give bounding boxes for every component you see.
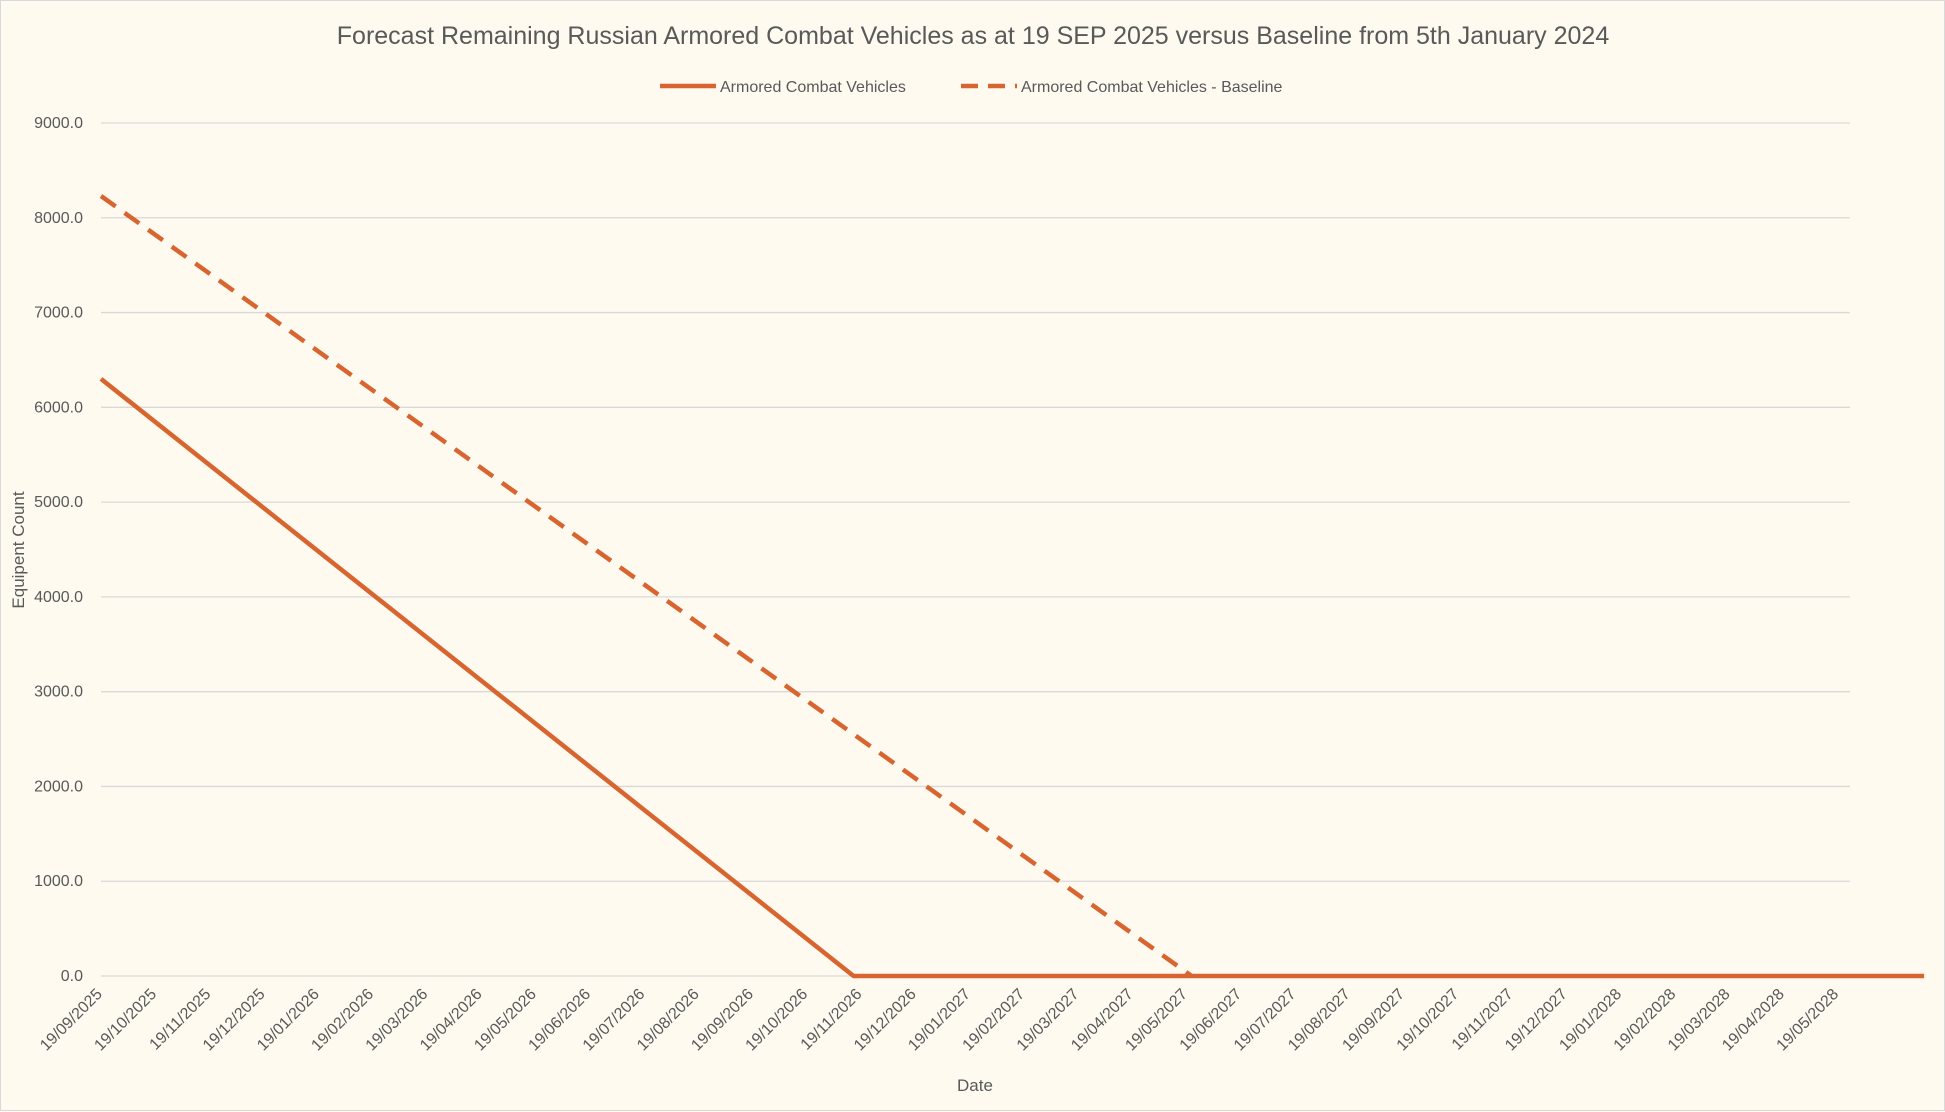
y-tick-label: 3000.0 bbox=[34, 684, 83, 701]
y-tick-label: 2000.0 bbox=[34, 778, 83, 795]
y-tick-label: 0.0 bbox=[61, 968, 83, 985]
legend-label: Armored Combat Vehicles - Baseline bbox=[1021, 79, 1283, 96]
y-tick-label: 9000.0 bbox=[34, 115, 83, 132]
series-layer bbox=[99, 194, 1925, 979]
y-tick-label: 1000.0 bbox=[34, 873, 83, 890]
y-tick-label: 5000.0 bbox=[34, 494, 83, 511]
x-axis-ticks: 19/09/202519/10/202519/11/202519/12/2025… bbox=[37, 986, 1842, 1055]
y-axis-title: Equipent Count bbox=[9, 491, 28, 608]
y-tick-label: 6000.0 bbox=[34, 399, 83, 416]
gridlines bbox=[101, 122, 1850, 977]
y-tick-label: 7000.0 bbox=[34, 305, 83, 322]
y-axis-ticks: 0.0 1000.0 2000.0 3000.0 4000.0 5000.0 6000.0 7… bbox=[34, 115, 83, 985]
chart-title: Forecast Remaining Russian Armored Comba… bbox=[337, 22, 1610, 50]
legend: Armored Combat Vehicles Armored Combat Ve… bbox=[660, 79, 1283, 96]
y-tick-label: 4000.0 bbox=[34, 589, 83, 606]
series-line-armored-combat-vehicles bbox=[99, 377, 1925, 979]
legend-label: Armored Combat Vehicles bbox=[720, 79, 906, 96]
series-line-baseline bbox=[99, 194, 1193, 978]
y-tick-label: 8000.0 bbox=[34, 210, 83, 227]
x-axis-title: Date bbox=[957, 1076, 993, 1095]
